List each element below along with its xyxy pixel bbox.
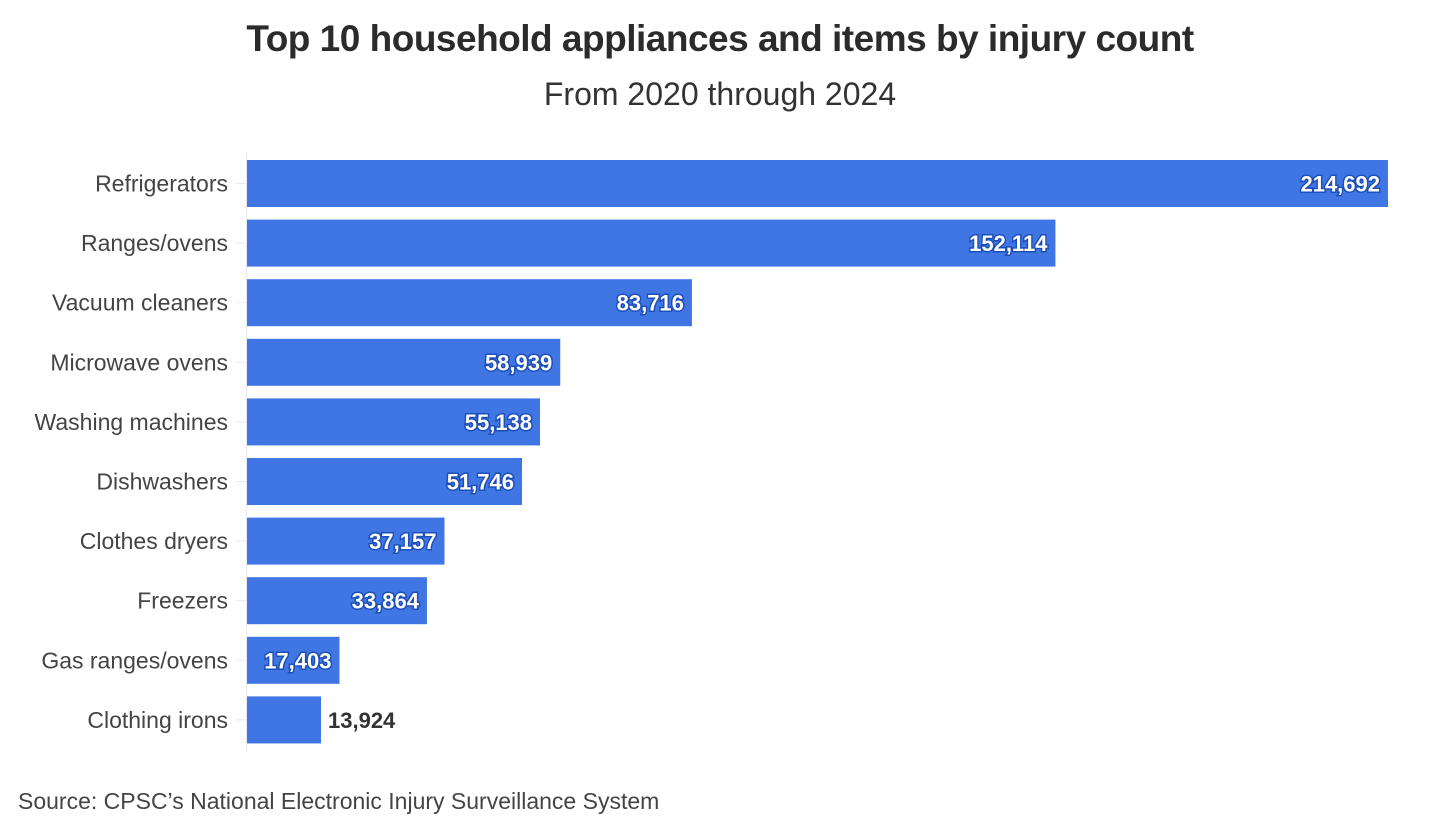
chart-title: Top 10 household appliances and items by… (246, 18, 1194, 59)
value-label: 17,403 (264, 648, 331, 673)
category-label: Refrigerators (95, 171, 228, 197)
category-label: Ranges/ovens (81, 230, 228, 256)
value-label: 83,716 (617, 291, 684, 316)
value-label: 58,939 (485, 350, 552, 375)
bar (247, 458, 523, 505)
bar (247, 160, 1388, 207)
source-note: Source: CPSC’s National Electronic Injur… (18, 788, 660, 814)
category-label: Washing machines (35, 409, 228, 435)
category-label: Clothes dryers (80, 528, 228, 554)
category-label: Clothing irons (87, 707, 228, 733)
category-label: Freezers (137, 588, 228, 614)
category-label: Vacuum cleaners (52, 290, 228, 316)
chart-subtitle: From 2020 through 2024 (543, 76, 897, 112)
category-label: Microwave ovens (50, 349, 228, 375)
value-label: 51,746 (447, 470, 514, 495)
value-label: 37,157 (369, 529, 436, 554)
value-label: 33,864 (352, 589, 420, 614)
value-label: 152,114 (969, 231, 1048, 256)
bar (247, 517, 445, 565)
bar (247, 279, 692, 327)
category-label: Gas ranges/ovens (41, 647, 228, 673)
bar (247, 338, 561, 386)
bar (247, 398, 541, 446)
category-label: Dishwashers (96, 469, 228, 495)
bar (247, 577, 427, 625)
value-label: 55,138 (465, 410, 532, 435)
bar (247, 219, 1056, 267)
value-label: 13,924 (328, 708, 396, 733)
bar (247, 636, 340, 684)
value-label: 214,692 (1300, 172, 1380, 197)
bar (247, 696, 322, 744)
